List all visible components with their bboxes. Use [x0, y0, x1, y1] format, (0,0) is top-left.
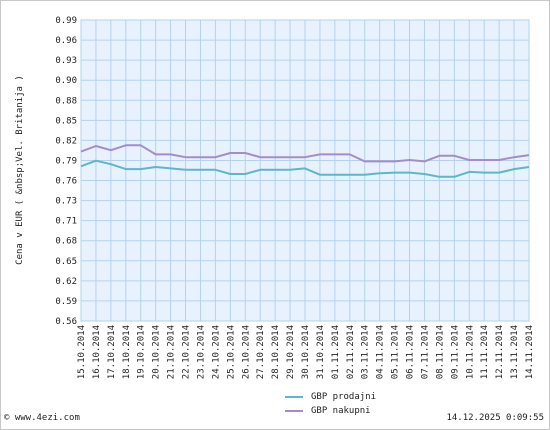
legend-item-prodajni: GBP prodajni: [285, 390, 376, 404]
x-tick-label: 02.11.2014: [346, 325, 356, 379]
legend-item-nakupni: GBP nakupni: [285, 404, 376, 418]
x-tick-label: 16.10.2014: [92, 325, 102, 379]
series-line-nakupni: [80, 144, 530, 163]
y-axis-label: Cena v EUR ( &nbsp;Vel. Britanija ): [15, 75, 25, 265]
grid: [80, 19, 530, 322]
x-tick-label: 10.11.2014: [465, 325, 475, 379]
x-tick-label: 11.11.2014: [480, 325, 490, 379]
y-tick-label: 0.62: [55, 277, 77, 287]
y-tick-label: 0.71: [55, 217, 77, 227]
x-tick-label: 18.10.2014: [122, 325, 132, 379]
footer-site-link[interactable]: © www.4ezi.com: [4, 413, 80, 423]
series-line-prodajni: [80, 159, 530, 178]
x-tick-label: 25.10.2014: [226, 325, 236, 379]
x-tick-label: 12.11.2014: [495, 325, 505, 379]
y-tick-label: 0.85: [55, 116, 77, 126]
y-tick-label: 0.65: [55, 257, 77, 267]
y-tick-label: 0.99: [55, 16, 77, 26]
x-tick-label: 06.11.2014: [406, 325, 416, 379]
x-tick-label: 17.10.2014: [107, 325, 117, 379]
x-tick-label: 20.10.2014: [152, 325, 162, 379]
y-tick-label: 0.79: [55, 156, 77, 166]
x-tick-label: 04.11.2014: [376, 325, 386, 379]
y-tick-label: 0.93: [55, 56, 77, 66]
x-tick-label: 19.10.2014: [137, 325, 147, 379]
x-tick-label: 15.10.2014: [77, 325, 87, 379]
x-tick-label: 09.11.2014: [450, 325, 460, 379]
x-tick-label: 27.10.2014: [256, 325, 266, 379]
y-tick-labels: 0.99 0.96 0.93 0.90 0.88 0.85 0.82 0.79 0.76 0.73…: [55, 16, 77, 327]
x-tick-label: 29.10.2014: [286, 325, 296, 379]
x-tick-label: 28.10.2014: [271, 325, 281, 379]
legend-swatch-nakupni: [285, 410, 303, 412]
x-tick-label: 07.11.2014: [420, 325, 430, 379]
y-tick-label: 0.82: [55, 136, 77, 146]
y-tick-label: 0.56: [55, 317, 77, 327]
y-tick-label: 0.73: [55, 197, 77, 207]
legend: GBP prodajni GBP nakupni: [285, 390, 376, 418]
legend-label-nakupni: GBP nakupni: [311, 406, 371, 416]
y-tick-label: 0.90: [55, 76, 77, 86]
x-tick-labels: 15.10.2014 16.10.2014 17.10.2014 18.10.2014…: [77, 325, 535, 379]
x-tick-label: 21.10.2014: [167, 325, 177, 379]
x-tick-label: 01.11.2014: [331, 325, 341, 379]
x-tick-label: 31.10.2014: [316, 325, 326, 379]
legend-swatch-prodajni: [285, 396, 303, 398]
x-tick-label: 05.11.2014: [391, 325, 401, 379]
y-tick-label: 0.88: [55, 96, 77, 106]
series-lines: [80, 144, 530, 178]
x-tick-label: 08.11.2014: [435, 325, 445, 379]
legend-label-prodajni: GBP prodajni: [311, 392, 377, 402]
y-tick-label: 0.76: [55, 177, 77, 187]
x-tick-label: 14.11.2014: [525, 325, 535, 379]
x-tick-label: 26.10.2014: [241, 325, 251, 379]
y-tick-label: 0.68: [55, 237, 77, 247]
x-tick-label: 13.11.2014: [510, 325, 520, 379]
y-tick-label: 0.96: [55, 36, 77, 46]
x-tick-label: 30.10.2014: [301, 325, 311, 379]
x-tick-label: 22.10.2014: [182, 325, 192, 379]
x-tick-label: 03.11.2014: [361, 325, 371, 379]
y-tick-label: 0.59: [55, 297, 77, 307]
footer-timestamp: 14.12.2025 0:09:55: [446, 413, 544, 423]
x-tick-label: 24.10.2014: [211, 325, 221, 379]
x-tick-label: 23.10.2014: [196, 325, 206, 379]
